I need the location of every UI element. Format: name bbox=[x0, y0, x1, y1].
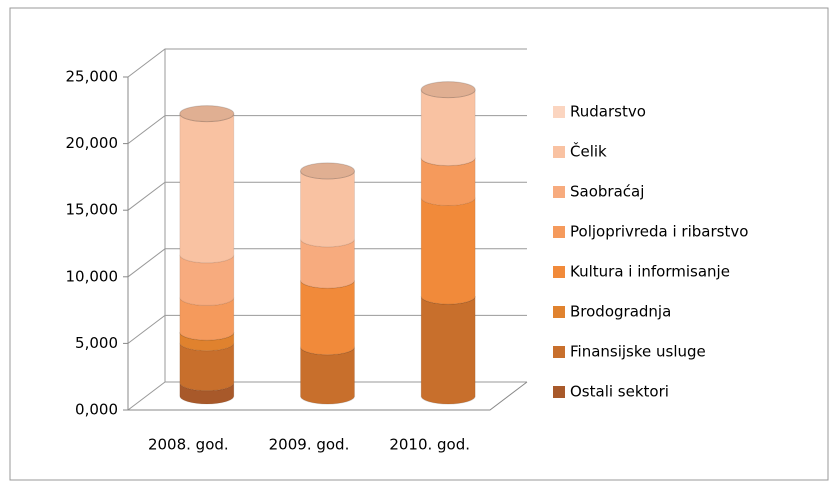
y-tick-label: 15,000 bbox=[66, 201, 119, 219]
cylinder-segment bbox=[300, 346, 355, 405]
x-tick-label: 2009. god. bbox=[269, 436, 350, 454]
legend-swatch bbox=[553, 186, 565, 198]
y-tick-label: 5,000 bbox=[75, 334, 118, 352]
legend-label: Brodogradnja bbox=[570, 303, 671, 321]
legend-swatch bbox=[553, 146, 565, 158]
legend-label: Saobraćaj bbox=[570, 183, 644, 201]
cylinder-top bbox=[300, 162, 355, 180]
cylinder-top bbox=[420, 81, 476, 99]
cylinder-segment bbox=[179, 113, 235, 264]
legend-swatch bbox=[553, 106, 565, 118]
y-tick-label: 25,000 bbox=[66, 68, 119, 86]
chart-frame bbox=[9, 7, 829, 481]
floor bbox=[128, 381, 528, 411]
legend-swatch bbox=[553, 226, 565, 238]
y-tick-label: 0,000 bbox=[75, 401, 118, 419]
legend-swatch bbox=[553, 346, 565, 358]
legend-swatch bbox=[553, 386, 565, 398]
legend-swatch bbox=[553, 306, 565, 318]
x-tick-label: 2010. god. bbox=[389, 436, 470, 454]
legend-label: Poljoprivreda i ribarstvo bbox=[570, 223, 748, 241]
legend-label: Finansijske usluge bbox=[570, 343, 706, 361]
x-tick-label: 2008. god. bbox=[148, 436, 229, 454]
y-tick-label: 20,000 bbox=[66, 134, 119, 152]
legend-label: Kultura i informisanje bbox=[570, 263, 730, 281]
cylinder-segment bbox=[300, 280, 355, 356]
cylinder-segment bbox=[420, 89, 476, 167]
legend-label: Rudarstvo bbox=[570, 103, 646, 121]
legend-swatch bbox=[553, 266, 565, 278]
cylinder-segment bbox=[300, 170, 355, 248]
cylinder-segment bbox=[420, 197, 476, 305]
legend-label: Ostali sektori bbox=[570, 383, 669, 401]
y-tick-label: 10,000 bbox=[66, 267, 119, 285]
legend-label: Čelik bbox=[570, 142, 607, 161]
cylinder-segment bbox=[420, 295, 476, 405]
cylinder-top bbox=[179, 105, 235, 123]
